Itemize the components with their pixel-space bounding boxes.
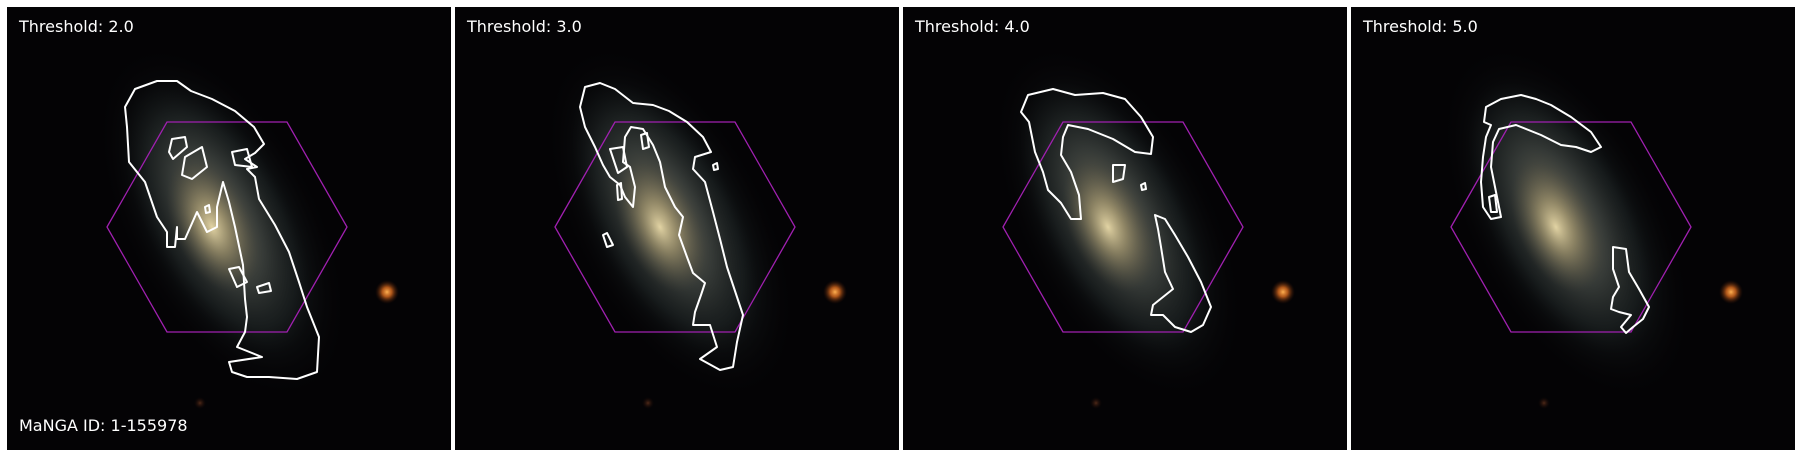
contour-hole-1 [1112, 164, 1126, 183]
galaxy-image [7, 7, 451, 450]
contour-hole-3 [231, 148, 253, 168]
contour-hole-1 [1488, 194, 1498, 213]
contour-lines [1020, 88, 1212, 333]
contour-hole-2 [181, 146, 208, 180]
contour-hole-3 [616, 182, 623, 201]
contour-lines [579, 82, 744, 371]
contour-hole-2 [640, 132, 650, 150]
contour-hole-5 [256, 282, 272, 294]
contour-hole-1 [168, 136, 188, 160]
contour-hole-1 [609, 146, 628, 174]
contour-upper [1020, 88, 1154, 220]
contour-lower [1150, 214, 1212, 333]
contour-hole-4 [602, 232, 614, 248]
threshold-label: Threshold: 2.0 [19, 17, 134, 36]
panel-threshold-4: Threshold: 4.0 [903, 7, 1347, 450]
contour-hole-6 [204, 204, 211, 214]
contour-outer [124, 80, 320, 380]
contour-lower [1610, 246, 1650, 334]
contour-hole-2 [1140, 182, 1147, 191]
contour-outer [579, 82, 744, 371]
panel-threshold-5: Threshold: 5.0 [1351, 7, 1795, 450]
contour-lines [124, 80, 320, 380]
threshold-label: Threshold: 3.0 [467, 17, 582, 36]
panel-threshold-3: Threshold: 3.0 [455, 7, 899, 450]
galaxy-image [455, 7, 899, 450]
threshold-label: Threshold: 5.0 [1363, 17, 1478, 36]
galaxy-image [1351, 7, 1795, 450]
contour-upper [1480, 94, 1602, 220]
contour-hole-5 [712, 162, 719, 171]
contour-lines [1480, 94, 1650, 334]
galaxy-image [903, 7, 1347, 450]
contour-hole-4 [228, 266, 248, 288]
manga-id-label: MaNGA ID: 1-155978 [19, 416, 188, 435]
panel-threshold-2: Threshold: 2.0 MaNGA ID: 1-155978 [7, 7, 451, 450]
threshold-label: Threshold: 4.0 [915, 17, 1030, 36]
